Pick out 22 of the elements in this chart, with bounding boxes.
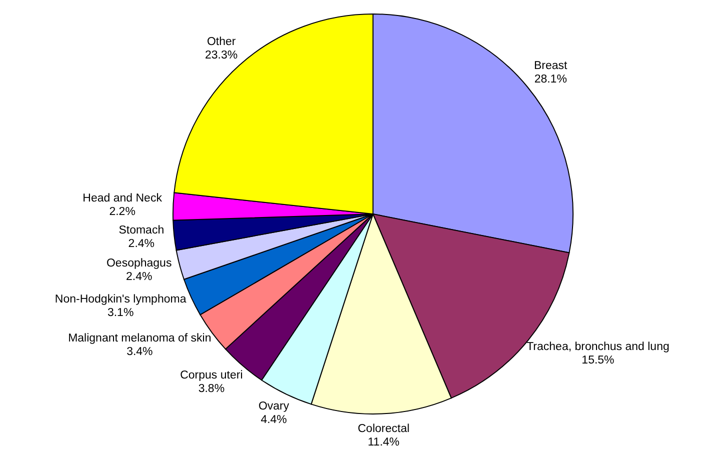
slice-label: Colorectal — [358, 422, 410, 435]
data-label: 23.3% — [205, 49, 238, 62]
data-label: 2.4% — [126, 271, 152, 284]
data-label: 3.4% — [126, 346, 153, 358]
slice-label: Head and Neck — [82, 192, 162, 205]
slice-label: Other — [206, 36, 236, 48]
data-label: 2.2% — [109, 206, 136, 218]
data-label: 3.1% — [107, 307, 134, 320]
slice-label: Malignant melanoma of skin — [68, 332, 212, 345]
slice-label: Oesophagus — [106, 258, 172, 270]
data-label: 11.4% — [368, 436, 400, 448]
data-label: 28.1% — [534, 74, 567, 86]
slice-label: Ovary — [258, 400, 290, 413]
slice-label: Non-Hodgkin's lymphoma — [54, 294, 187, 306]
slice-label: Trachea, bronchus and lung — [526, 340, 670, 353]
data-label: 4.4% — [260, 414, 287, 426]
data-label: 2.4% — [128, 238, 155, 250]
slice-label: Breast — [534, 60, 568, 72]
data-label: 3.8% — [198, 382, 225, 395]
slice-label: Corpus uteri — [180, 369, 243, 382]
slice-label: Stomach — [118, 224, 164, 237]
data-label: 15.5% — [582, 354, 614, 366]
